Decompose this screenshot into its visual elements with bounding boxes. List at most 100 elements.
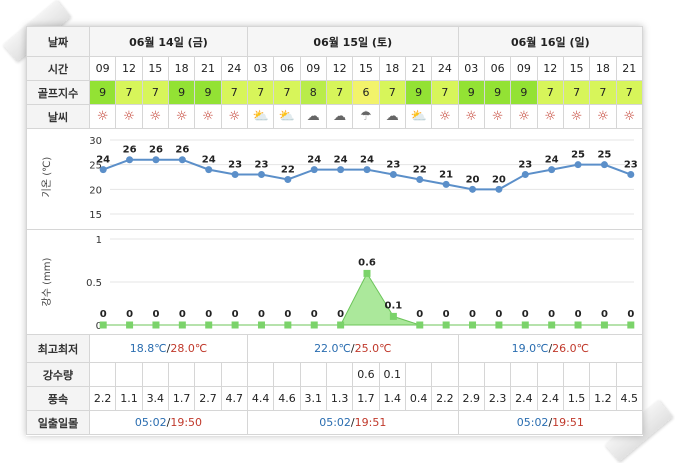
sun-icon: ☼ [518, 109, 530, 124]
golf-index-cell: 7 [615, 80, 644, 105]
temperature-point [389, 171, 397, 179]
weather-cell: ☼ [220, 104, 248, 129]
day-min-max: 22.0℃/25.0℃ [246, 334, 459, 363]
temperature-point [495, 185, 503, 193]
precipitation-value-label: 0 [443, 309, 450, 320]
wind-speed-cell: 2.7 [194, 386, 222, 411]
golf-index-cell: 7 [273, 80, 301, 105]
precip-amount-cell [220, 362, 248, 387]
y-tick-label: 1 [96, 235, 102, 246]
temperature-point [600, 161, 608, 169]
temperature-point [442, 180, 450, 188]
hour-cell: 24 [220, 56, 248, 81]
precipitation-point [363, 269, 371, 277]
weather-forecast-panel: 날짜 06월 14일 (금) 06월 15일 (토) 06월 16일 (일) 시간 09 1… [26, 26, 644, 436]
weather-cell: ☼ [510, 104, 538, 129]
golf-index-cell: 7 [141, 80, 169, 105]
golf-index-cell: 7 [246, 80, 275, 105]
temperature-point [178, 156, 186, 164]
hour-cell: 09 [299, 56, 327, 81]
hour-cell: 24 [431, 56, 459, 81]
hour-cell: 15 [141, 56, 169, 81]
precip-amount-cell [562, 362, 591, 387]
separator: / [166, 416, 171, 429]
day-header: 06월 16일 (일) [457, 26, 644, 57]
precip-amount-cell [589, 362, 617, 387]
sun-icon: ☼ [623, 109, 636, 124]
precipitation-point [495, 321, 503, 329]
precipitation-value-label: 0 [469, 309, 476, 320]
sunrise-time: 05:02 [134, 416, 167, 429]
y-tick-label: 0.5 [86, 278, 102, 289]
precipitation-point [442, 321, 450, 329]
golf-index-cell: 7 [589, 80, 617, 105]
weather-cell: ⛅ [246, 104, 275, 129]
precipitation-value-label: 0 [232, 309, 239, 320]
precipitation-point [627, 321, 635, 329]
weather-cell: ☼ [194, 104, 222, 129]
min-temp: 19.0℃ [511, 342, 549, 355]
hour-cell: 09 [88, 56, 117, 81]
precipitation-value-label: 0.1 [385, 300, 403, 311]
temperature-value-label: 20 [492, 174, 506, 185]
temperature-value-label: 22 [413, 164, 427, 175]
precip-amount-cell: 0.1 [378, 362, 406, 387]
golf-index-cell: 9 [194, 80, 222, 105]
precip-amount-cell [510, 362, 538, 387]
sun-icon: ☼ [149, 109, 162, 124]
sunset-time: 19:50 [170, 416, 203, 429]
precipitation-value-label: 0 [311, 309, 318, 320]
precipitation-value-label: 0 [205, 309, 212, 320]
sun-icon: ☼ [570, 109, 583, 124]
wind-speed-cell: 1.3 [325, 386, 354, 411]
separator: / [548, 342, 553, 355]
hour-cell: 03 [457, 56, 485, 81]
weather-cell: ☼ [115, 104, 143, 129]
hour-cell: 21 [194, 56, 222, 81]
time-row: 시간 09 12 15 18 21 24 03 06 09 12 15 18 21 24 03 06 09 12 15… [26, 56, 644, 81]
wind-speed-cell: 1.4 [378, 386, 406, 411]
temperature-point [231, 171, 239, 179]
temperature-row-cell: 15 20 25 30 기온 (℃) 24 26 26 26 24 23 23 22 24 24 24 23 22… [26, 128, 643, 230]
temperature-point [469, 185, 477, 193]
temperature-row: 15 20 25 30 기온 (℃) 24 26 26 26 24 23 23 22 24 24 24 23 22… [26, 128, 643, 230]
temperature-value-label: 24 [202, 155, 216, 166]
separator: / [166, 342, 171, 355]
golf-index-cell: 9 [483, 80, 512, 105]
temperature-value-label: 26 [149, 145, 163, 156]
precip-amount-cell [246, 362, 275, 387]
precipitation-value-label: 0 [258, 309, 265, 320]
day-header: 06월 14일 (금) [89, 26, 248, 57]
precipitation-value-label: 0.6 [358, 257, 376, 268]
wind-speed-cell: 1.5 [562, 386, 591, 411]
weather-cell: ☼ [562, 104, 591, 129]
sun-icon: ☼ [465, 109, 478, 124]
precipitation-row-cell: 0 0.5 1 강수 (mm) 0 0 0 0 0 0 0 0 0 0 0.6 0.1 0 0 0 0 0 0 0 0 0 [26, 229, 643, 335]
wind-speed-cell: 4.7 [220, 386, 248, 411]
hour-cell: 12 [325, 56, 354, 81]
precip-amount-cell: 0.6 [352, 362, 380, 387]
cloudy-icon: ☁ [333, 109, 347, 124]
sunrise-time: 05:02 [516, 416, 549, 429]
weather-cell: ☂ [352, 104, 380, 129]
precipitation-point [310, 321, 318, 329]
temperature-point [627, 171, 635, 179]
wind-speed-cell: 3.1 [299, 386, 327, 411]
precip-amount-cell [483, 362, 512, 387]
precipitation-point [337, 321, 345, 329]
temperature-value-label: 25 [571, 150, 585, 161]
precip-amount-cell [141, 362, 169, 387]
precipitation-point [389, 312, 397, 320]
weather-cell: ☼ [167, 104, 196, 129]
precip-amount-cell [88, 362, 117, 387]
temperature-value-label: 24 [545, 155, 559, 166]
precipitation-point [231, 321, 239, 329]
golf-index-cell: 7 [431, 80, 459, 105]
hour-cell: 06 [483, 56, 512, 81]
day-sun-times: 05:02/19:51 [246, 410, 459, 435]
weather-row: 날씨 ☼ ☼ ☼ ☼ ☼ ☼ ⛅ ⛅ ☁ ☁ ☂ ☁ ⛅ ☼ ☼ ☼ ☼ ☼ ☼ ☼ ☼ [26, 104, 644, 129]
precipitation-row: 0 0.5 1 강수 (mm) 0 0 0 0 0 0 0 0 0 0 0.6 0.1 0 0 0 0 0 0 0 0 0 [26, 229, 643, 335]
weather-cell: ☼ [536, 104, 564, 129]
row-label: 골프지수 [26, 80, 90, 105]
precipitation-value-label: 0 [179, 309, 186, 320]
